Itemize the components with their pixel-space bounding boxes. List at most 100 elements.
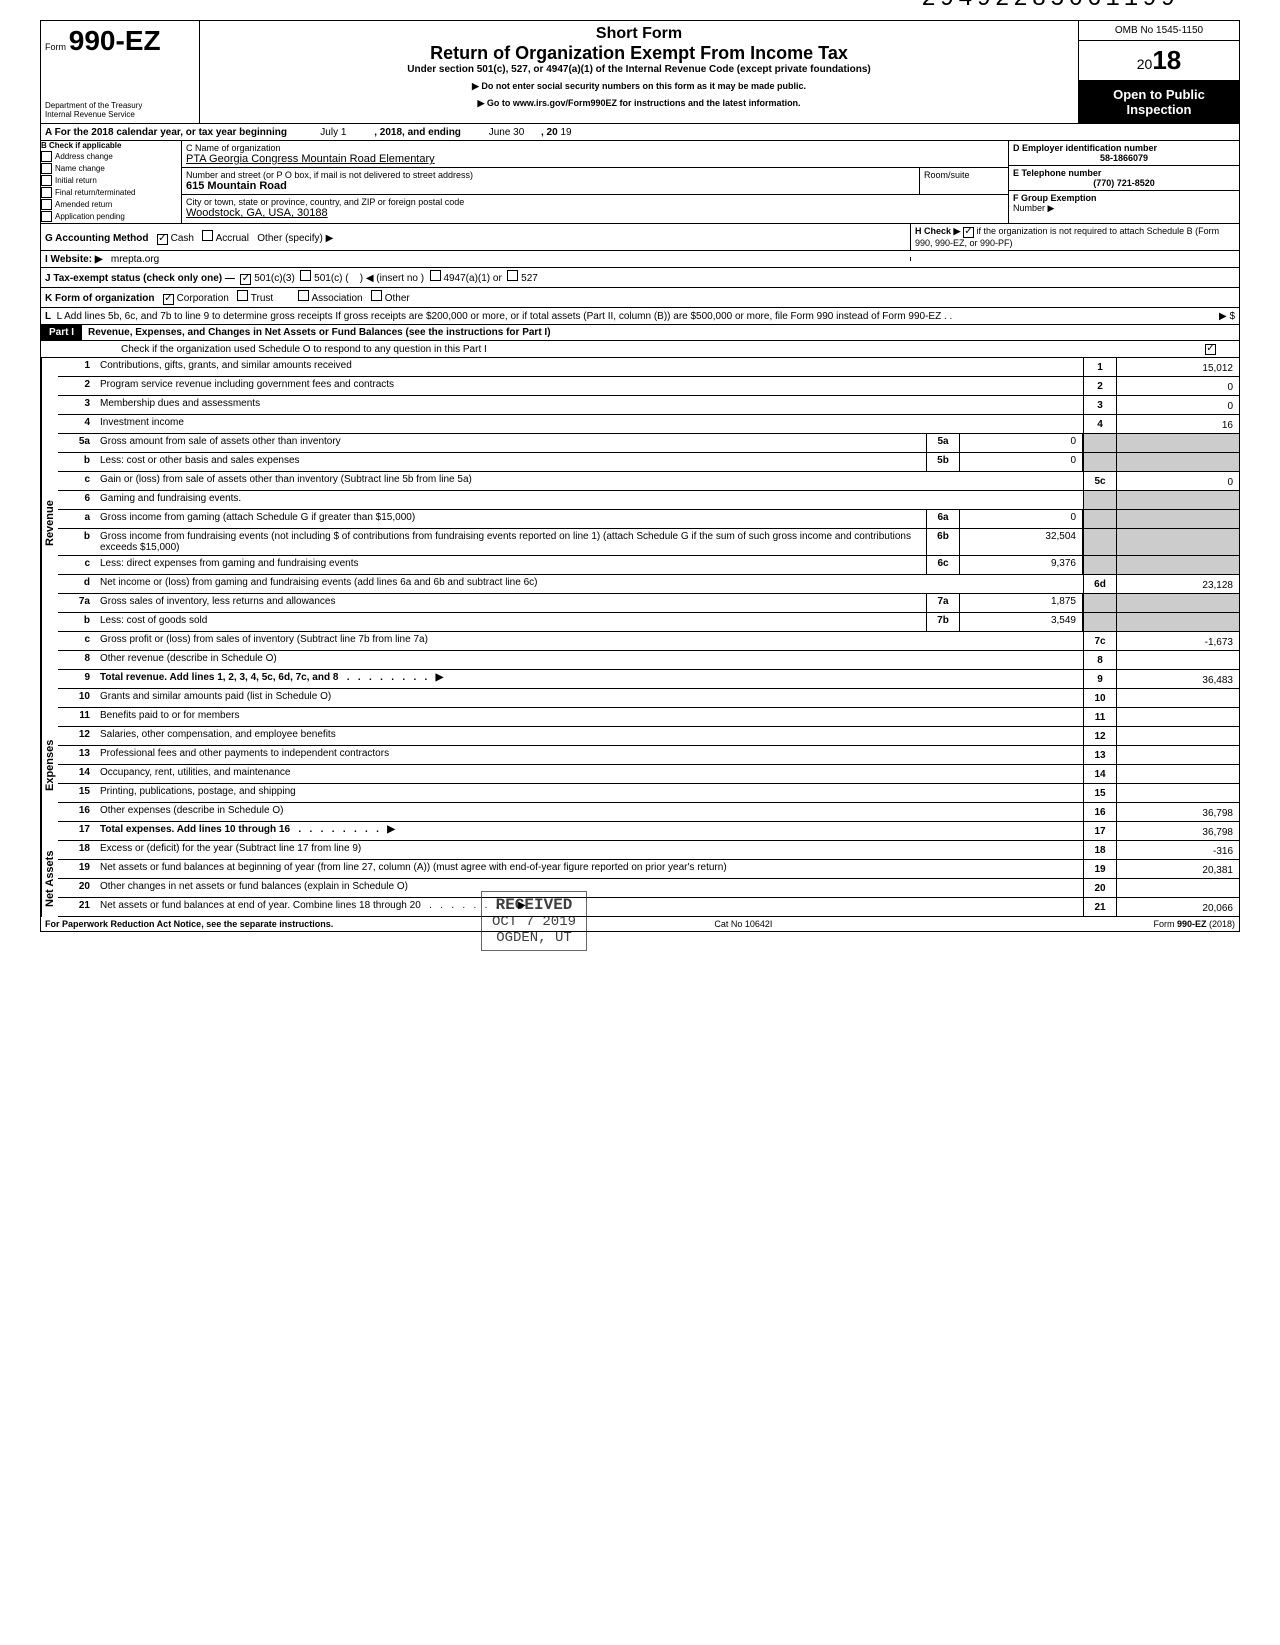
line-c: c Gross profit or (loss) from sales of i… — [58, 632, 1239, 651]
cb-address-change[interactable] — [41, 151, 52, 162]
line-21: 21 Net assets or fund balances at end of… — [58, 898, 1239, 917]
dept-label: Department of the Treasury Internal Reve… — [45, 101, 195, 119]
document-number: 29492285061199 — [921, 0, 1179, 13]
cb-initial-return[interactable] — [41, 175, 52, 186]
part-1-label: Part I — [41, 325, 82, 340]
cb-final-return[interactable] — [41, 187, 52, 198]
part-1-header: Part I Revenue, Expenses, and Changes in… — [41, 325, 1239, 341]
line-3: 3 Membership dues and assessments 3 0 — [58, 396, 1239, 415]
city-value: Woodstock, GA, USA, 30188 — [186, 207, 1004, 219]
cb-other-org[interactable] — [371, 290, 382, 301]
footer-mid: Cat No 10642I — [714, 919, 772, 929]
line-9: 9 Total revenue. Add lines 1, 2, 3, 4, 5… — [58, 670, 1239, 689]
line-c: c Less: direct expenses from gaming and … — [58, 556, 1239, 575]
cb-amended[interactable] — [41, 199, 52, 210]
part-1-check-text: Check if the organization used Schedule … — [41, 342, 1201, 357]
part-1-title: Revenue, Expenses, and Changes in Net As… — [82, 325, 557, 340]
group-exemption-label: F Group Exemption — [1013, 193, 1097, 203]
line-b: b Less: cost of goods sold 7b 3,549 — [58, 613, 1239, 632]
net-assets-label: Net Assets — [41, 841, 58, 917]
ein-label: D Employer identification number — [1013, 143, 1157, 153]
cb-accrual[interactable] — [202, 230, 213, 241]
line-7a: 7a Gross sales of inventory, less return… — [58, 594, 1239, 613]
group-exemption-sub: Number ▶ — [1013, 203, 1235, 214]
org-name: PTA Georgia Congress Mountain Road Eleme… — [186, 153, 1004, 165]
line-14: 14 Occupancy, rent, utilities, and maint… — [58, 765, 1239, 784]
cb-cash[interactable] — [157, 234, 168, 245]
line-a-label: A For the 2018 calendar year, or tax yea… — [45, 127, 287, 138]
city-label: City or town, state or province, country… — [186, 197, 1004, 207]
phone-label: E Telephone number — [1013, 168, 1101, 178]
addr-label: Number and street (or P O box, if mail i… — [186, 170, 915, 180]
line-6: 6 Gaming and fundraising events. — [58, 491, 1239, 510]
cb-association[interactable] — [298, 290, 309, 301]
warning-2: ▶ Go to www.irs.gov/Form990EZ for instru… — [204, 98, 1074, 109]
line-a: A For the 2018 calendar year, or tax yea… — [41, 124, 1239, 141]
line-16: 16 Other expenses (describe in Schedule … — [58, 803, 1239, 822]
room-label: Room/suite — [920, 168, 1008, 194]
omb-number: OMB No 1545-1150 — [1079, 21, 1239, 41]
line-18: 18 Excess or (deficit) for the year (Sub… — [58, 841, 1239, 860]
return-title: Return of Organization Exempt From Incom… — [204, 43, 1074, 64]
subtitle: Under section 501(c), 527, or 4947(a)(1)… — [204, 64, 1074, 75]
form-number: 990-EZ — [69, 25, 161, 56]
ein-value: 58-1866079 — [1013, 153, 1235, 163]
line-d: d Net income or (loss) from gaming and f… — [58, 575, 1239, 594]
form-org-label: K Form of organization — [45, 293, 154, 304]
line-l-text: L Add lines 5b, 6c, and 7b to line 9 to … — [57, 311, 953, 322]
cb-501c[interactable] — [300, 270, 311, 281]
line-20: 20 Other changes in net assets or fund b… — [58, 879, 1239, 898]
line-10: 10 Grants and similar amounts paid (list… — [58, 689, 1239, 708]
section-b: B Check if applicable Address change Nam… — [41, 141, 182, 223]
tax-year: 2018 — [1079, 41, 1239, 81]
footer-left: For Paperwork Reduction Act Notice, see … — [45, 919, 333, 929]
form-header: Form 990-EZ Department of the Treasury I… — [41, 21, 1239, 124]
period-start: July 1 — [320, 127, 346, 138]
period-end-year: 19 — [560, 127, 571, 138]
footer-right: Form 990-EZ (2018) — [1153, 919, 1235, 929]
line-b: b Less: cost or other basis and sales ex… — [58, 453, 1239, 472]
line-2: 2 Program service revenue including gove… — [58, 377, 1239, 396]
warning-1: ▶ Do not enter social security numbers o… — [204, 81, 1074, 92]
cb-schedule-b[interactable] — [963, 227, 974, 238]
form-990ez: 29492285061199 Form 990-EZ Department of… — [40, 20, 1240, 932]
cb-schedule-o[interactable] — [1205, 344, 1216, 355]
short-form-title: Short Form — [204, 25, 1074, 43]
cb-527[interactable] — [507, 270, 518, 281]
expenses-label: Expenses — [41, 689, 58, 841]
org-name-label: C Name of organization — [186, 143, 1004, 153]
line-l-arrow: ▶ $ — [1081, 309, 1239, 324]
line-b: b Gross income from fundraising events (… — [58, 529, 1239, 556]
line-17: 17 Total expenses. Add lines 10 through … — [58, 822, 1239, 841]
cb-corporation[interactable] — [163, 294, 174, 305]
line-a-mid: , 2018, and ending — [374, 127, 461, 138]
tax-status-label: J Tax-exempt status (check only one) — — [45, 273, 235, 284]
line-a-suffix: , 20 — [541, 127, 558, 138]
cb-4947[interactable] — [430, 270, 441, 281]
section-c: C Name of organization PTA Georgia Congr… — [182, 141, 1008, 223]
cb-pending[interactable] — [41, 211, 52, 222]
line-c: c Gain or (loss) from sale of assets oth… — [58, 472, 1239, 491]
open-public-badge: Open to Public Inspection — [1079, 81, 1239, 123]
period-end-month: June 30 — [489, 127, 525, 138]
revenue-label: Revenue — [41, 358, 58, 689]
website-label: I Website: ▶ — [45, 254, 103, 265]
section-b-label: B Check if applicable — [41, 141, 181, 150]
line-1: 1 Contributions, gifts, grants, and simi… — [58, 358, 1239, 377]
cb-501c3[interactable] — [240, 274, 251, 285]
h-label: H Check ▶ — [915, 226, 960, 236]
form-footer: For Paperwork Reduction Act Notice, see … — [41, 917, 1239, 931]
accounting-label: G Accounting Method — [45, 233, 149, 244]
line-4: 4 Investment income 4 16 — [58, 415, 1239, 434]
line-8: 8 Other revenue (describe in Schedule O)… — [58, 651, 1239, 670]
phone-value: (770) 721-8520 — [1013, 178, 1235, 188]
line-19: 19 Net assets or fund balances at beginn… — [58, 860, 1239, 879]
line-5a: 5a Gross amount from sale of assets othe… — [58, 434, 1239, 453]
h-text: if the organization is not required to a… — [915, 226, 1219, 248]
website-value: mrepta.org — [111, 254, 159, 265]
form-prefix: Form — [45, 42, 66, 52]
cb-trust[interactable] — [237, 290, 248, 301]
line-11: 11 Benefits paid to or for members 11 — [58, 708, 1239, 727]
cb-name-change[interactable] — [41, 163, 52, 174]
line-a: a Gross income from gaming (attach Sched… — [58, 510, 1239, 529]
